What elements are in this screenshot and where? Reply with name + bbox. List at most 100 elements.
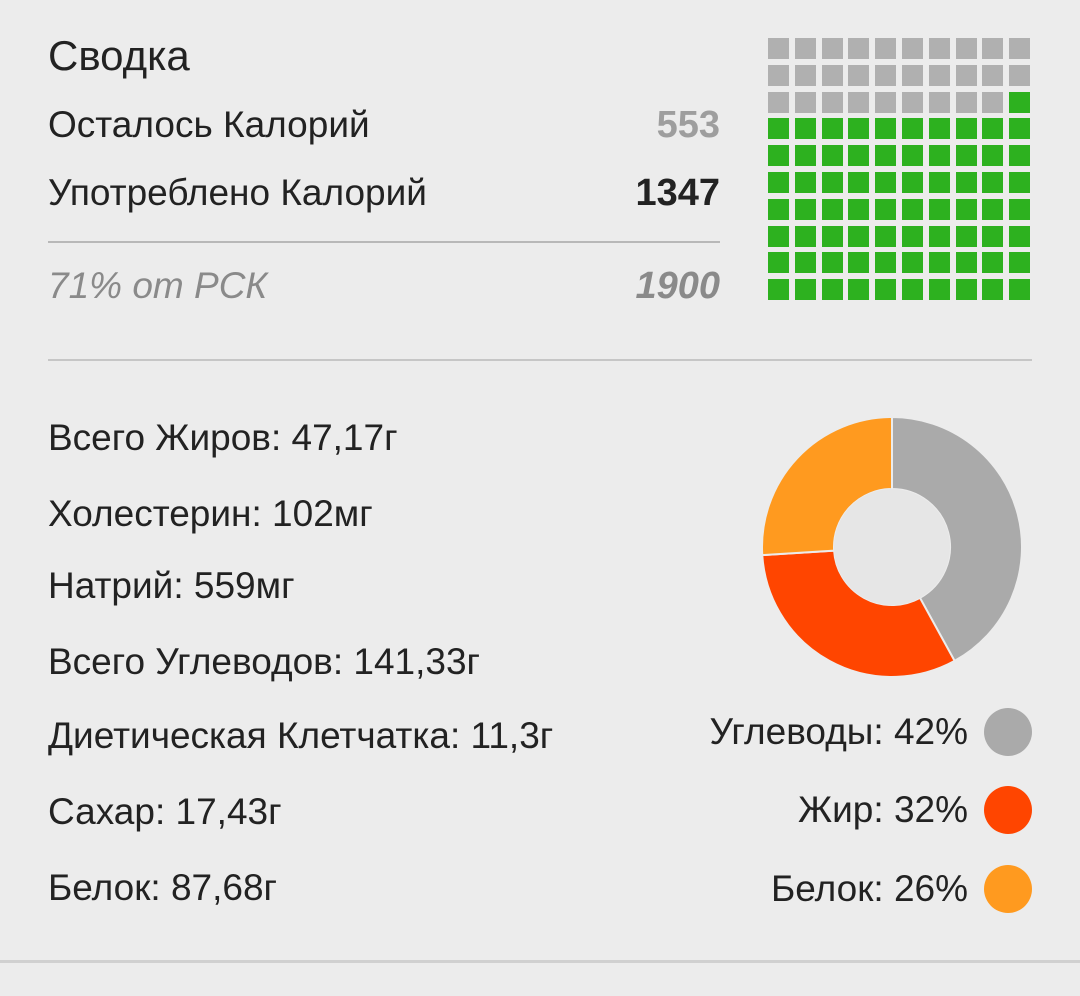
waffle-cell-filled: [982, 252, 1004, 274]
waffle-cell-filled: [875, 225, 897, 247]
waffle-cell-empty: [848, 91, 870, 113]
rdi-value: 1900: [635, 264, 720, 307]
waffle-cell-filled: [928, 252, 950, 274]
waffle-cell-filled: [982, 225, 1004, 247]
calories-remaining-label: Осталось Калорий: [48, 104, 370, 145]
waffle-cell-empty: [794, 38, 816, 59]
waffle-cell-empty: [768, 64, 789, 86]
legend-dot-protein: [984, 865, 1032, 913]
waffle-cell-filled: [1009, 172, 1031, 193]
waffle-cell-filled: [848, 198, 870, 220]
nutrient-sodium: Натрий: 559мг: [48, 565, 295, 606]
donut-hole: [834, 489, 950, 605]
waffle-cell-filled: [955, 198, 977, 220]
waffle-cell-filled: [794, 198, 816, 220]
waffle-cell-filled: [768, 225, 789, 247]
waffle-cell-filled: [928, 279, 950, 301]
waffle-cell-filled: [821, 172, 843, 193]
waffle-cell-filled: [875, 252, 897, 274]
waffle-cell-filled: [821, 279, 843, 301]
waffle-cell-empty: [768, 38, 789, 59]
macros-donut-chart: [761, 415, 1023, 678]
waffle-cell-filled: [875, 172, 897, 193]
calories-consumed-label: Употреблено Калорий: [48, 172, 427, 213]
bottom-divider: [0, 960, 1080, 963]
waffle-cell-filled: [848, 279, 870, 301]
waffle-cell-filled: [955, 118, 977, 140]
waffle-cell-filled: [848, 118, 870, 140]
calories-consumed-row: Употреблено Калорий 1347: [48, 169, 720, 217]
waffle-cell-filled: [821, 225, 843, 247]
waffle-cell-filled: [1009, 91, 1031, 113]
waffle-cell-filled: [768, 172, 789, 193]
legend-label-fat: Жир: 32%: [797, 789, 968, 830]
waffle-cell-filled: [875, 198, 897, 220]
waffle-cell-filled: [821, 145, 843, 167]
waffle-cell-filled: [982, 145, 1004, 167]
nutrient-sugar: Сахар: 17,43г: [48, 791, 282, 832]
waffle-cell-empty: [955, 38, 977, 59]
waffle-cell-filled: [875, 145, 897, 167]
waffle-cell-empty: [821, 64, 843, 86]
waffle-cell-filled: [982, 279, 1004, 301]
waffle-cell-empty: [848, 64, 870, 86]
calories-remaining-row: Осталось Калорий 553: [48, 101, 720, 149]
legend-label-carbs: Углеводы: 42%: [709, 711, 969, 752]
waffle-cell-filled: [955, 145, 977, 167]
summary-title: Сводка: [48, 32, 190, 79]
waffle-cell-filled: [955, 279, 977, 301]
waffle-cell-filled: [928, 198, 950, 220]
waffle-cell-filled: [768, 252, 789, 274]
waffle-cell-filled: [794, 225, 816, 247]
waffle-cell-filled: [928, 145, 950, 167]
waffle-cell-filled: [794, 118, 816, 140]
waffle-cell-filled: [768, 145, 789, 167]
waffle-cell-filled: [794, 252, 816, 274]
waffle-cell-empty: [928, 91, 950, 113]
nutrient-total-carbs: Всего Углеводов: 141,33г: [48, 641, 481, 682]
waffle-cell-filled: [1009, 198, 1031, 220]
waffle-cell-filled: [794, 172, 816, 193]
calories-consumed-value: 1347: [635, 171, 720, 214]
nutrient-protein: Белок: 87,68г: [48, 867, 278, 908]
waffle-cell-filled: [821, 198, 843, 220]
waffle-cell-filled: [928, 225, 950, 247]
waffle-cell-filled: [955, 225, 977, 247]
waffle-cell-filled: [794, 145, 816, 167]
waffle-cell-filled: [928, 118, 950, 140]
waffle-cell-empty: [875, 64, 897, 86]
waffle-cell-filled: [875, 279, 897, 301]
waffle-cell-empty: [821, 38, 843, 59]
waffle-cell-filled: [1009, 145, 1031, 167]
waffle-cell-filled: [902, 118, 923, 140]
waffle-cell-empty: [982, 38, 1004, 59]
waffle-cell-empty: [875, 38, 897, 59]
waffle-cell-empty: [1009, 64, 1031, 86]
waffle-cell-filled: [902, 252, 923, 274]
rdi-row: 71% от РСК 1900: [48, 262, 720, 310]
waffle-cell-empty: [1009, 38, 1031, 59]
waffle-cell-filled: [955, 252, 977, 274]
waffle-cell-empty: [902, 91, 923, 113]
waffle-cell-filled: [982, 172, 1004, 193]
waffle-cell-filled: [768, 279, 789, 301]
waffle-cell-filled: [902, 145, 923, 167]
waffle-cell-filled: [982, 198, 1004, 220]
legend-label-protein: Белок: 26%: [770, 868, 968, 909]
waffle-cell-empty: [982, 64, 1004, 86]
rdi-percent-label: 71% от РСК: [48, 265, 268, 306]
nutrient-dietary-fiber: Диетическая Клетчатка: 11,3г: [48, 715, 554, 756]
waffle-cell-empty: [928, 64, 950, 86]
waffle-cell-filled: [1009, 225, 1031, 247]
waffle-cell-empty: [794, 91, 816, 113]
waffle-cell-empty: [902, 38, 923, 59]
waffle-cell-filled: [875, 118, 897, 140]
waffle-cell-empty: [794, 64, 816, 86]
legend-item-carbs: Углеводы: 42%: [709, 708, 1032, 756]
summary-divider: [48, 241, 720, 243]
waffle-cell-filled: [821, 118, 843, 140]
waffle-cell-filled: [902, 198, 923, 220]
legend-dot-fat: [984, 786, 1032, 834]
waffle-cell-filled: [982, 118, 1004, 140]
calorie-waffle-grid: [768, 38, 1032, 302]
